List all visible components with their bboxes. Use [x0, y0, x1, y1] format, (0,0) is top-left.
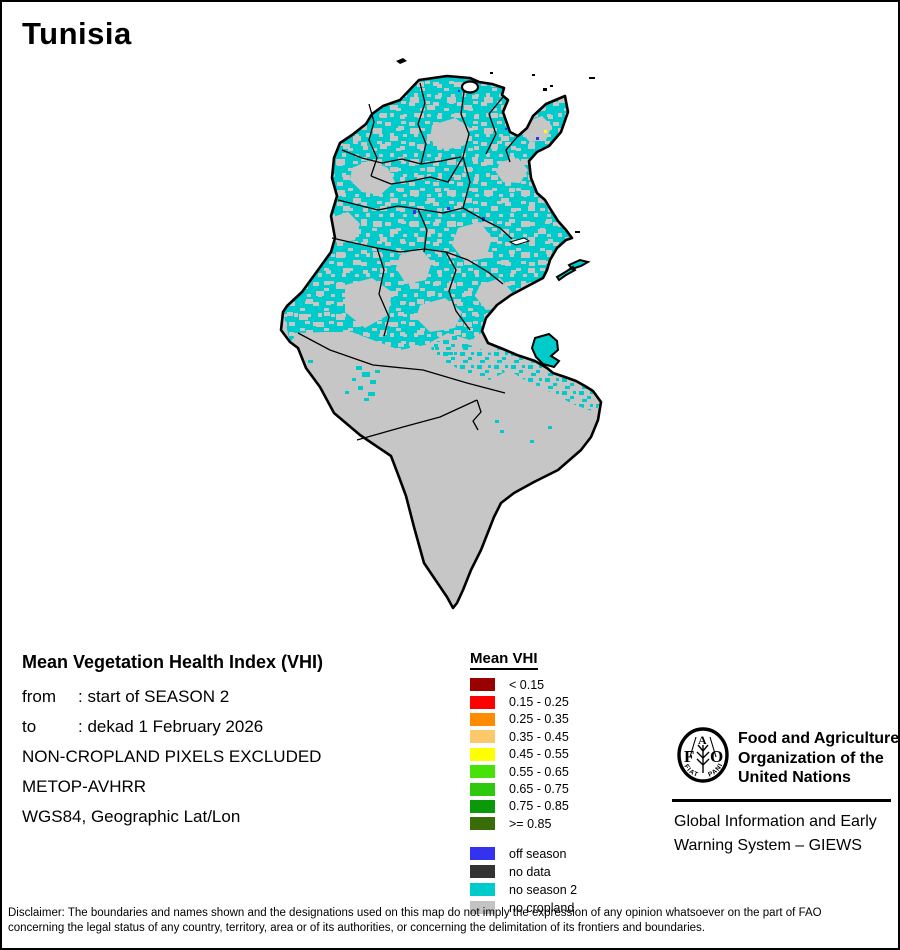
- gabes-cropland-cluster: [430, 340, 505, 380]
- giews-line: Warning System – GIEWS: [674, 837, 862, 854]
- cropland-season-layer: [283, 76, 601, 443]
- fao-letter-a: A: [698, 733, 707, 747]
- fao-letter-o: O: [710, 747, 723, 766]
- disclaimer-line-2: concerning the legal status of any count…: [8, 922, 705, 934]
- legend-title: Mean VHI: [470, 650, 538, 670]
- legend-status-row: no data: [470, 863, 577, 881]
- legend-status-list: off season no data no season 2 no cropla…: [470, 845, 577, 917]
- info-to-label: to: [22, 717, 37, 736]
- info-line-projection: WGS84, Geographic Lat/Lon: [22, 807, 241, 826]
- legend-row: >= 0.85: [470, 815, 577, 832]
- legend-label: >= 0.85: [509, 816, 552, 831]
- legend-label: no season 2: [509, 882, 578, 897]
- governorate-boundaries: [297, 82, 519, 441]
- lake-ichkeul: [460, 80, 480, 94]
- legend-label: 0.35 - 0.45: [509, 729, 569, 744]
- legend-swatch-off-season: [470, 847, 495, 861]
- disclaimer: Disclaimer: The boundaries and names sho…: [8, 906, 892, 936]
- legend-swatch-no-data: [470, 865, 495, 879]
- info-from-label: from: [22, 687, 56, 706]
- legend-swatch: [470, 678, 495, 692]
- legend-swatch: [470, 730, 495, 744]
- legend-swatch: [470, 747, 495, 761]
- fao-letter-f: F: [684, 747, 694, 766]
- small-islands: [396, 58, 595, 233]
- fao-name-line: Organization of the: [738, 749, 884, 767]
- info-to-value: : dekad 1 February 2026: [78, 717, 264, 736]
- giews-name: Global Information and Early Warning Sys…: [674, 810, 877, 858]
- legend-label: 0.75 - 0.85: [509, 799, 569, 814]
- legend-swatch: [470, 782, 495, 796]
- legend-label: 0.65 - 0.75: [509, 782, 569, 797]
- legend-class-list: < 0.15 0.15 - 0.25 0.25 - 0.35 0.35 - 0.…: [470, 676, 577, 833]
- legend-label: 0.55 - 0.65: [509, 764, 569, 779]
- disclaimer-line-1: Disclaimer: The boundaries and names sho…: [8, 907, 822, 919]
- salt-lake-sliver: [508, 237, 531, 246]
- info-row-to: to : dekad 1 February 2026: [22, 712, 323, 742]
- legend-status-row: no season 2: [470, 881, 577, 899]
- fao-name-line: Food and Agriculture: [738, 730, 900, 747]
- legend-label: no cropland: [509, 900, 575, 915]
- wheat-icon: [689, 736, 717, 773]
- scattered-cropland-pixels: [303, 336, 552, 443]
- legend-status-row: no cropland: [470, 899, 577, 917]
- info-heading: Mean Vegetation Health Index (VHI): [22, 652, 324, 672]
- giews-line: Global Information and Early: [674, 813, 877, 830]
- info-line-noncropland: NON-CROPLAND PIXELS EXCLUDED: [22, 747, 322, 766]
- info-from-value: : start of SEASON 2: [78, 687, 230, 706]
- page-title: Tunisia: [22, 16, 132, 51]
- info-line-sensor: METOP-AVHRR: [22, 777, 147, 796]
- legend-row: 0.55 - 0.65: [470, 763, 577, 780]
- legend-swatch-no-season-2: [470, 883, 495, 897]
- legend-label: no data: [509, 864, 551, 879]
- info-row-from: from : start of SEASON 2: [22, 682, 323, 712]
- legend-swatch: [470, 695, 495, 709]
- tunisia-map: [279, 58, 603, 610]
- legend-row: 0.25 - 0.35: [470, 711, 577, 728]
- kerkennah-islands: [555, 258, 591, 282]
- legend-label: 0.25 - 0.35: [509, 712, 569, 727]
- djerba-island: [530, 332, 561, 369]
- fao-logo: F A O FIAT PANIS: [676, 727, 729, 783]
- legend-swatch: [470, 799, 495, 813]
- legend-label: < 0.15: [509, 677, 545, 692]
- org-divider-rule: [672, 799, 891, 802]
- legend-row: 0.35 - 0.45: [470, 728, 577, 745]
- map-info-block: Mean Vegetation Health Index (VHI) from …: [22, 652, 323, 832]
- legend-swatch: [470, 712, 495, 726]
- fao-name: Food and Agriculture Organization of the…: [738, 729, 899, 788]
- legend-status-row: off season: [470, 845, 577, 863]
- legend-label: off season: [509, 846, 567, 861]
- legend-label: 0.45 - 0.55: [509, 747, 569, 762]
- legend-swatch-no-cropland: [470, 901, 495, 915]
- legend-row: < 0.15: [470, 676, 577, 693]
- fao-name-line: United Nations: [738, 769, 851, 786]
- legend-label: 0.15 - 0.25: [509, 695, 569, 710]
- legend-row: 0.45 - 0.55: [470, 746, 577, 763]
- legend-row: 0.15 - 0.25: [470, 693, 577, 710]
- legend-swatch: [470, 765, 495, 779]
- legend: Mean VHI < 0.15 0.15 - 0.25 0.25 - 0.35 …: [470, 650, 577, 917]
- legend-row: 0.75 - 0.85: [470, 798, 577, 815]
- vhi-pixel: [544, 130, 547, 133]
- legend-row: 0.65 - 0.75: [470, 780, 577, 797]
- legend-swatch: [470, 817, 495, 831]
